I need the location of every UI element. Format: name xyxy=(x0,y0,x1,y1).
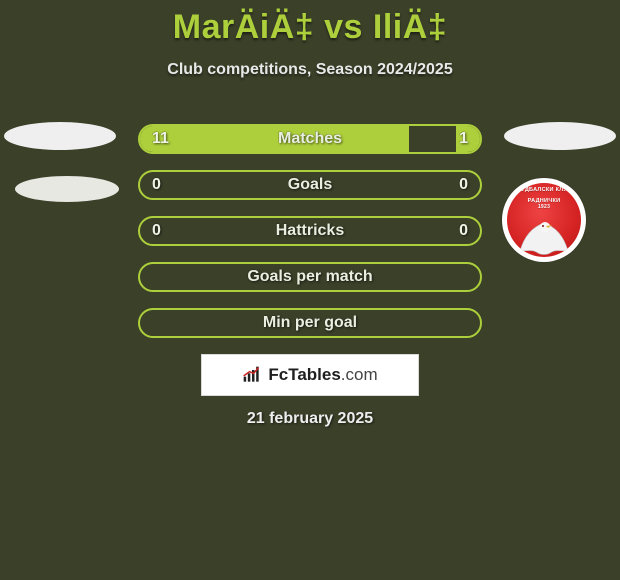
bar-label: Min per goal xyxy=(263,314,357,332)
date-text: 21 february 2025 xyxy=(0,410,620,428)
brand-text: FcTables.com xyxy=(268,365,377,385)
bar-value-right: 1 xyxy=(459,130,468,148)
bar-value-left: 0 xyxy=(152,176,161,194)
stat-bar: 111Matches xyxy=(138,124,482,154)
brand-link[interactable]: FcTables.com xyxy=(201,354,419,396)
club-badge-inner: ФУДБАЛСКИ КЛУБ РАДНИЧКИ 1923 xyxy=(507,183,581,257)
bar-label: Hattricks xyxy=(276,222,344,240)
chart-icon xyxy=(242,365,262,385)
badge-year: 1923 xyxy=(538,205,550,210)
stat-bar: Min per goal xyxy=(138,308,482,338)
badge-text-top: ФУДБАЛСКИ КЛУБ xyxy=(517,188,572,194)
brand-suffix: .com xyxy=(341,365,378,384)
stat-bar: 0 0 Hattricks xyxy=(138,216,482,246)
bar-value-left: 0 xyxy=(152,222,161,240)
bar-value-left: 11 xyxy=(152,130,169,148)
page-title: MarÄiÄ‡ vs IliÄ‡ xyxy=(0,8,620,47)
brand-name: FcTables xyxy=(268,365,340,384)
player-left-placeholder-1 xyxy=(4,122,116,150)
player-left-placeholder-2 xyxy=(15,176,119,202)
stat-bar: 0 0 Goals xyxy=(138,170,482,200)
bar-value-right: 0 xyxy=(459,222,468,240)
stat-bars: 111Matches00Goals00HattricksGoals per ma… xyxy=(138,124,482,338)
bar-label: Goals per match xyxy=(247,268,372,286)
stat-bar: Goals per match xyxy=(138,262,482,292)
subtitle: Club competitions, Season 2024/2025 xyxy=(0,61,620,79)
bar-label: Matches xyxy=(278,130,342,148)
bar-value-right: 0 xyxy=(459,176,468,194)
bar-fill-left xyxy=(140,126,409,152)
eagle-icon xyxy=(510,211,578,257)
bar-label: Goals xyxy=(288,176,332,194)
club-badge: ФУДБАЛСКИ КЛУБ РАДНИЧКИ 1923 xyxy=(502,178,586,262)
stats-card: MarÄiÄ‡ vs IliÄ‡ Club competitions, Seas… xyxy=(0,0,620,580)
player-right-placeholder-1 xyxy=(504,122,616,150)
